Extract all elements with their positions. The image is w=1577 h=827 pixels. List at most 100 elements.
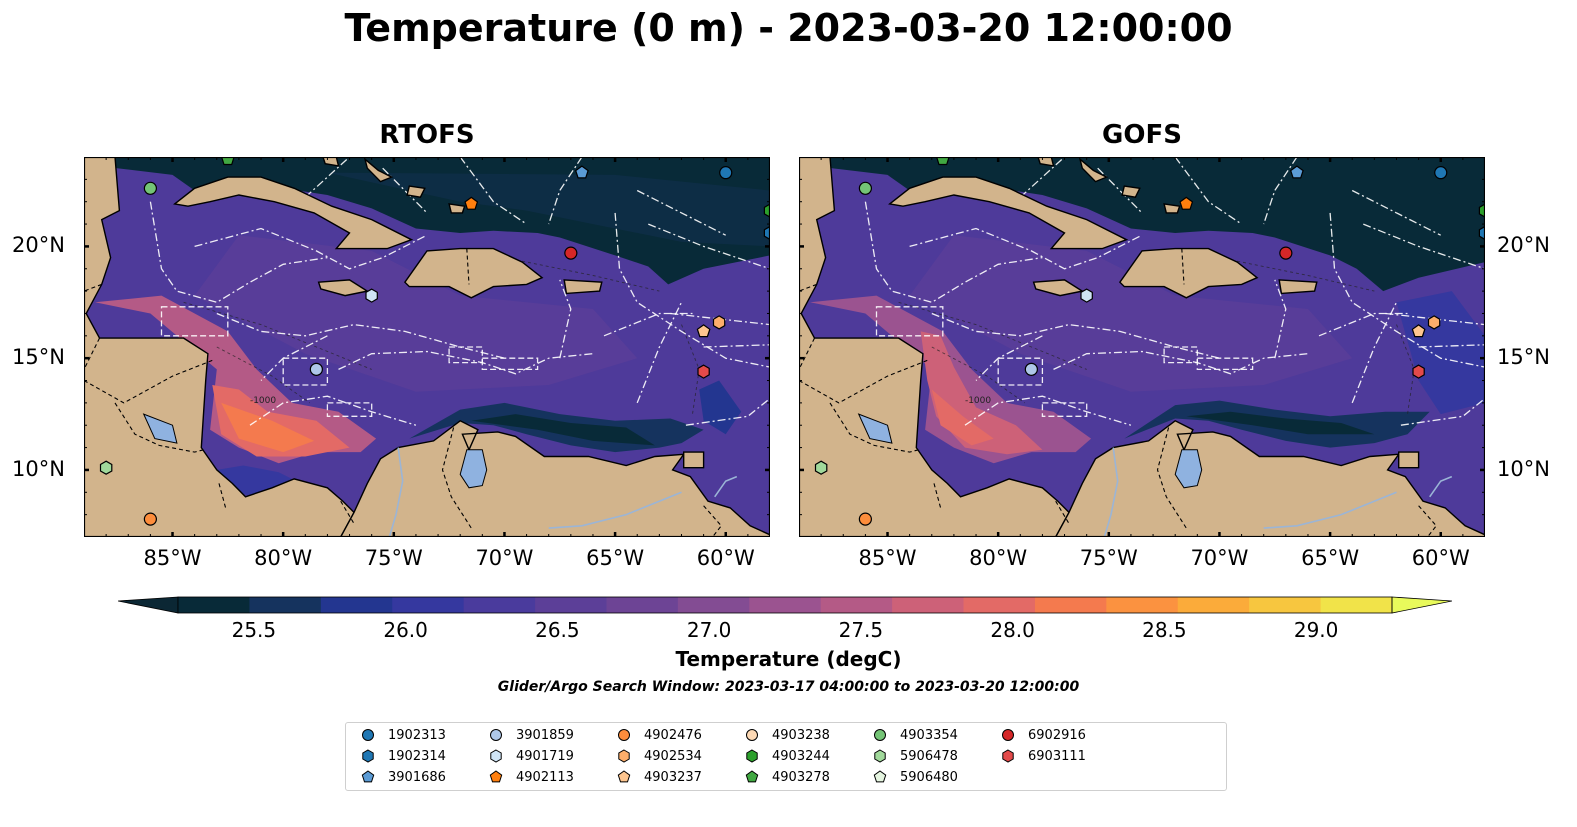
colorbar-swatch (892, 597, 965, 613)
country-border (1156, 427, 1187, 529)
float-marker-1902313 (719, 166, 733, 180)
land-bahamas3 (406, 185, 426, 198)
river (1429, 475, 1453, 498)
sst-region (931, 389, 994, 446)
colorbar-swatch (820, 597, 893, 613)
eez-boundary (648, 223, 770, 270)
pentagon-marker-icon (745, 770, 759, 783)
country-border (799, 337, 815, 370)
legend-item-4902534: 4902534 (616, 746, 702, 766)
eez-boundary (909, 227, 1143, 270)
eez-boundary (1363, 223, 1485, 270)
colorbar-tick-label: 27.0 (686, 618, 732, 642)
float-marker-4902476 (858, 512, 872, 526)
legend-item-3901686: 3901686 (360, 767, 446, 787)
land-cuba (888, 176, 1129, 250)
sst-region (221, 402, 315, 453)
float-marker-5906478 (814, 460, 828, 475)
legend-item-4901719: 4901719 (488, 746, 574, 766)
land-bahamas3 (1121, 185, 1141, 198)
river (1103, 447, 1119, 537)
legend-item-4903354: 4903354 (872, 725, 958, 745)
isobath-line (898, 301, 1087, 370)
eez-boundary (194, 227, 428, 270)
eez-boundary (636, 189, 726, 236)
colorbar-swatch (1320, 597, 1393, 613)
legend-label: 4903237 (644, 769, 702, 785)
country-border (703, 505, 723, 537)
eez-boundary (304, 157, 350, 198)
float-marker-4903278 (221, 157, 235, 166)
hexagon-marker-icon (362, 749, 374, 763)
lon-tick-label: 80°W (969, 546, 1028, 570)
float-marker-1902314 (1478, 225, 1485, 241)
float-marker-4903244 (1478, 203, 1485, 218)
legend-label: 1902313 (388, 727, 446, 743)
float-marker-4903237 (1411, 324, 1426, 338)
colorbar-swatch (1034, 597, 1107, 613)
pentagon-marker-icon (617, 770, 631, 783)
map-frame (84, 157, 770, 537)
colorbar-extend-low (117, 596, 179, 614)
map-panel-gofs[interactable]: -1000 (799, 157, 1485, 537)
map-canvas: -1000 (799, 157, 1485, 537)
eez-boundary (1174, 157, 1242, 225)
float-marker-3901859 (309, 362, 323, 376)
legend-label: 6902916 (1028, 727, 1086, 743)
float-marker-5906478 (99, 460, 113, 475)
pentagon-marker-icon (489, 770, 503, 783)
country-border (1181, 248, 1185, 285)
legend-item-1902313: 1902313 (360, 725, 446, 745)
land-cuba (173, 176, 414, 250)
lake-maracaibo (1174, 449, 1203, 489)
country-border (799, 359, 928, 404)
eez-boundary (703, 344, 770, 348)
isobath-line (931, 346, 1025, 404)
float-marker-4902534 (1427, 315, 1441, 330)
eez-boundary (1274, 279, 1287, 359)
colorbar-swatch (535, 597, 607, 613)
float-marker-4903244 (763, 203, 770, 218)
land-trinidad (1398, 451, 1420, 469)
sst-region (471, 414, 655, 446)
lon-tick-label: 85°W (143, 546, 202, 570)
pentagon-marker-icon (361, 770, 375, 783)
lon-tick-label: 70°W (475, 546, 534, 570)
country-border (340, 500, 355, 524)
eez-boundary (603, 312, 693, 337)
sst-region (1186, 411, 1375, 435)
eez-boundary (149, 201, 328, 304)
lat-tick-label-left: 15°N (12, 345, 65, 370)
pentagon-marker-icon (873, 770, 887, 783)
map-panel-rtofs[interactable]: -1000 (84, 157, 770, 537)
sst-region (216, 465, 301, 502)
legend-item-5906478: 5906478 (872, 746, 958, 766)
lat-tick-label-left: 10°N (12, 456, 65, 481)
colorbar-tick-label: 28.0 (990, 618, 1035, 642)
sst-region (1396, 291, 1485, 415)
land-bahamas2 (363, 157, 394, 183)
legend-label: 5906480 (900, 769, 958, 785)
land-jamaica (317, 279, 370, 297)
lon-tick-label: 65°W (1301, 546, 1360, 570)
lat-tick-label-right: 10°N (1497, 456, 1550, 481)
colorbar-tick-label: 26.0 (383, 618, 428, 642)
legend-label: 4903244 (772, 748, 830, 764)
lon-tick-label: 85°W (858, 546, 917, 570)
sst-region (699, 380, 742, 435)
lake-nicaragua (857, 413, 893, 444)
lon-tick-label: 60°W (1411, 546, 1470, 570)
panel-title-rtofs: RTOFS (379, 120, 475, 150)
float-marker-4902534 (712, 315, 726, 330)
map-frame (799, 157, 1485, 537)
legend-item-4903278: 4903278 (744, 767, 830, 787)
eez-boundary (1418, 344, 1485, 348)
land-puertorico (563, 279, 603, 295)
float-marker-1902313 (1434, 166, 1448, 180)
float-marker-1902314 (763, 225, 770, 241)
circle-marker-icon (618, 729, 630, 741)
float-marker-4902113 (1179, 196, 1194, 210)
eez-boundary (459, 157, 527, 225)
legend-label: 5906478 (900, 748, 958, 764)
country-border (84, 359, 213, 404)
